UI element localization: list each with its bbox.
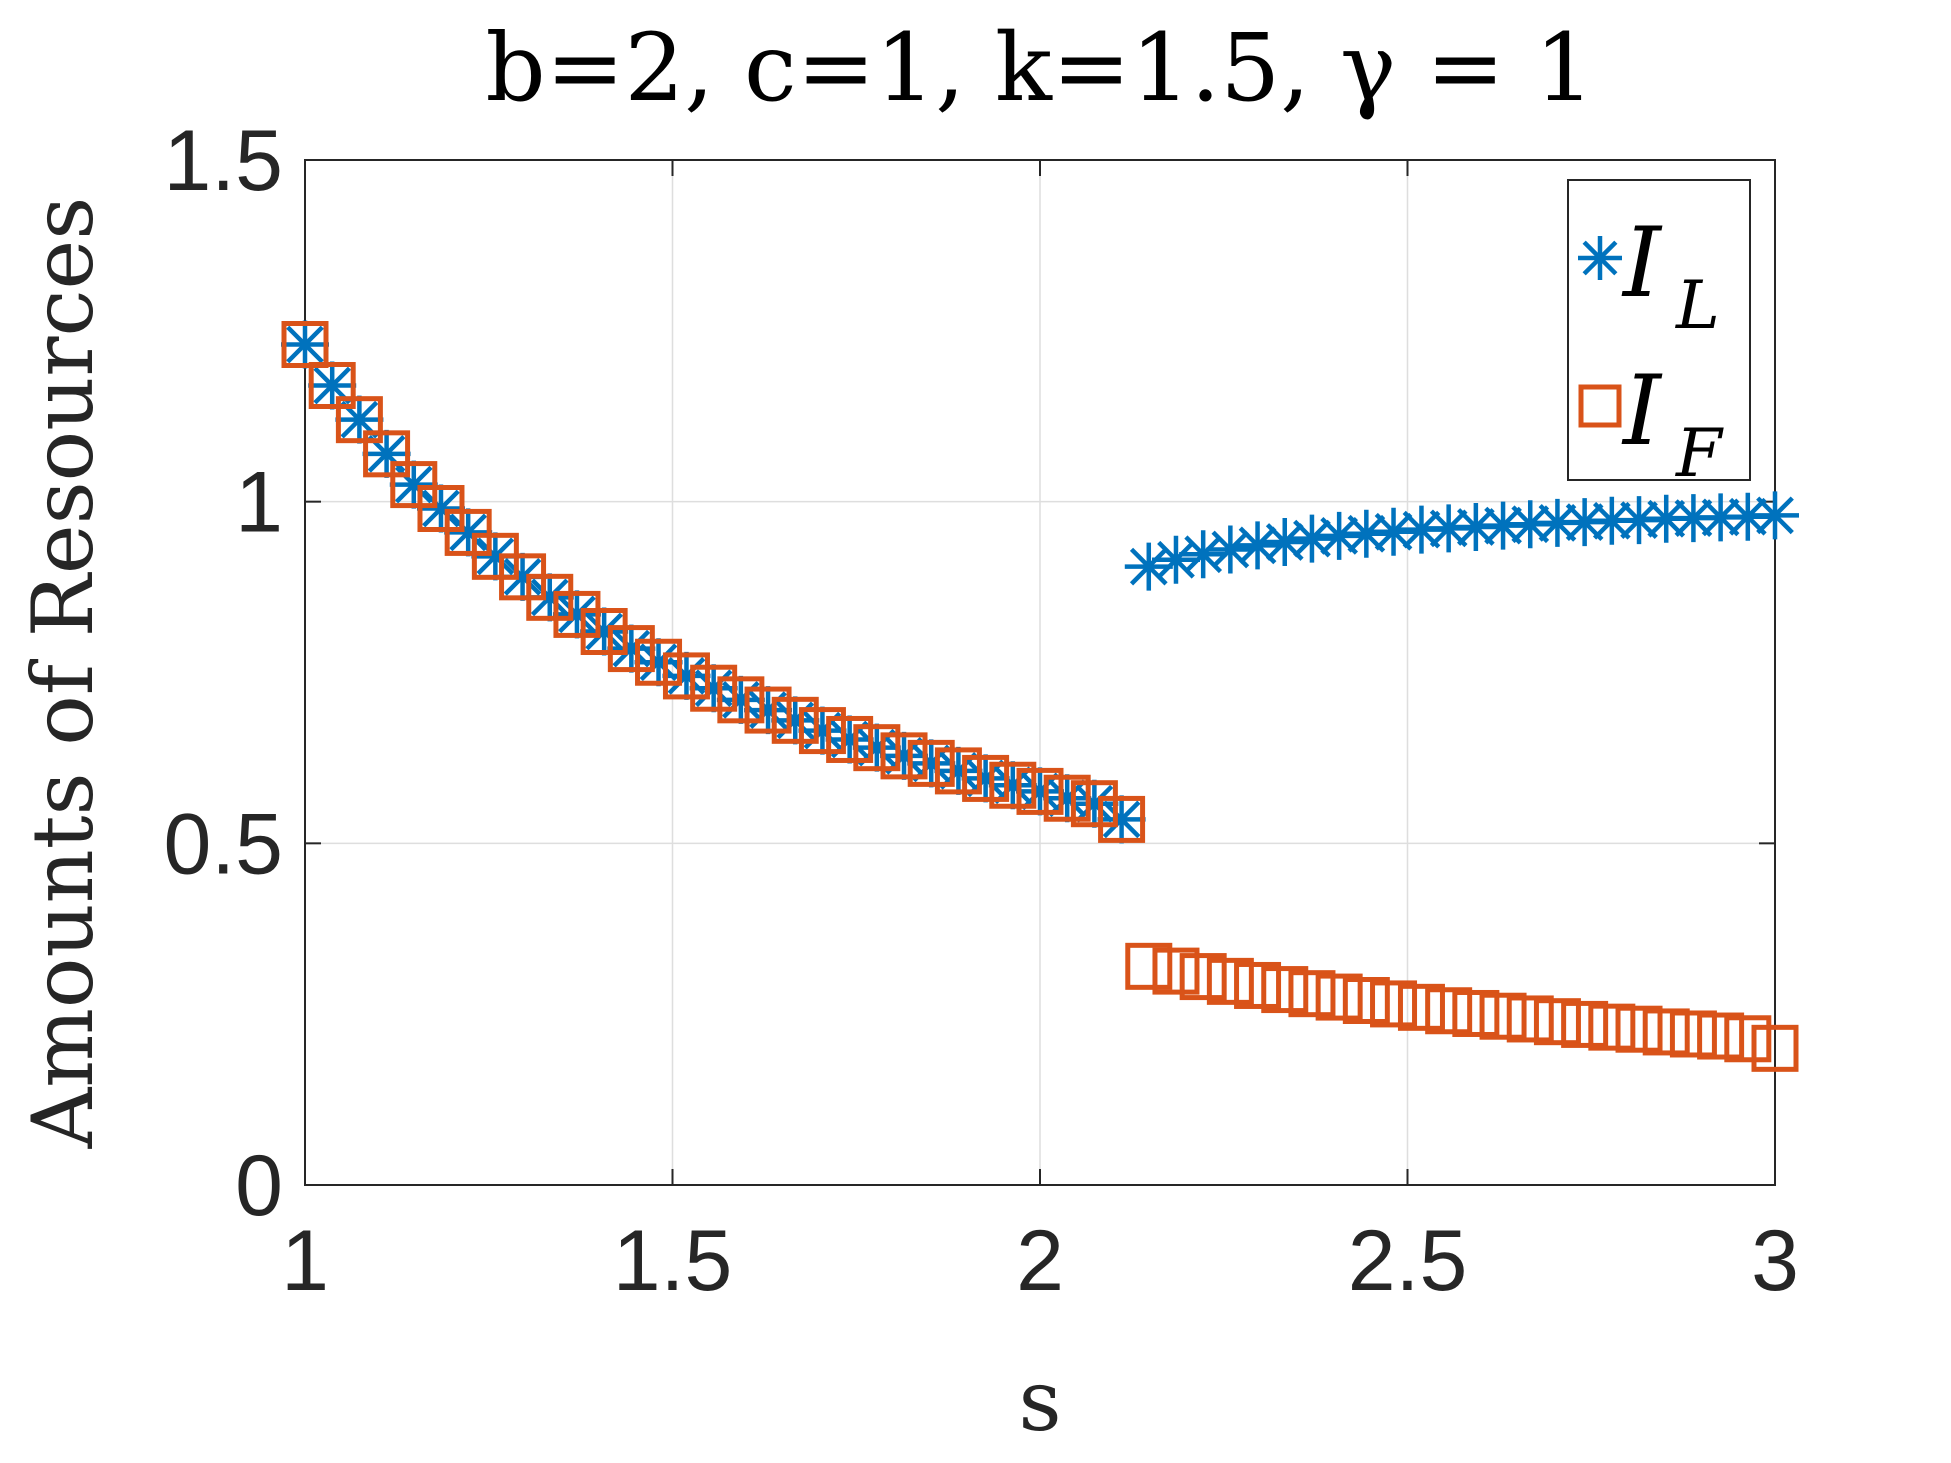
data-point-asterisk	[389, 460, 438, 509]
data-point-square	[690, 664, 738, 712]
y-axis-label: Amounts of Resources	[14, 197, 112, 1150]
data-point-square	[1425, 987, 1473, 1035]
legend-square-icon	[1578, 384, 1622, 428]
data-point-square	[308, 362, 356, 409]
data-point-square	[1152, 947, 1200, 995]
data-point-asterisk	[281, 320, 329, 369]
data-point-square	[853, 724, 901, 772]
data-point-square	[771, 696, 819, 744]
data-point-asterisk	[552, 590, 601, 639]
data-point-square	[1342, 977, 1390, 1024]
data-point-square	[1561, 1000, 1609, 1048]
data-point-asterisk	[988, 761, 1037, 810]
data-point-square	[281, 321, 329, 368]
data-point-square	[444, 508, 492, 556]
data-point-square	[1234, 961, 1282, 1009]
data-point-square	[1669, 1010, 1717, 1058]
x-tick-label: 3	[1751, 1213, 1799, 1309]
x-tick-label: 2.5	[1348, 1213, 1468, 1309]
data-point-square	[1506, 995, 1554, 1043]
data-point-asterisk	[1124, 542, 1173, 591]
legend-label: I	[1621, 207, 1663, 319]
data-point-square	[1724, 1015, 1772, 1063]
data-point-square	[417, 485, 465, 532]
data-point-square	[526, 573, 574, 621]
data-point-square	[907, 739, 955, 787]
data-marks	[281, 320, 1799, 1072]
data-point-square	[1261, 966, 1309, 1014]
axis-ticks: 1 1.5 2 2.5 3 0 0.5 1 1.5	[163, 113, 1798, 1309]
data-point-square	[934, 747, 982, 795]
data-point-square	[744, 686, 792, 734]
data-point-square	[1479, 992, 1527, 1040]
data-point-asterisk	[580, 607, 629, 656]
data-point-asterisk	[1070, 779, 1119, 828]
legend-label-subscript: L	[1675, 267, 1720, 344]
data-point-square	[1397, 983, 1445, 1031]
legend: I LI F	[1567, 179, 1751, 492]
data-point-asterisk	[1287, 514, 1336, 563]
data-point-square	[1315, 973, 1363, 1021]
data-point-square	[363, 430, 411, 478]
series-I_F	[281, 321, 1799, 1072]
data-point-asterisk	[308, 361, 357, 410]
legend-box	[1567, 179, 1751, 481]
data-point-asterisk	[1751, 491, 1799, 540]
data-point-square	[1179, 953, 1227, 1001]
data-point-asterisk	[1179, 530, 1228, 579]
legend-asterisk-icon	[1578, 236, 1622, 280]
data-point-square	[798, 707, 846, 755]
data-point-square	[1098, 795, 1146, 843]
data-point-square	[1452, 989, 1500, 1037]
x-tick-label: 1	[281, 1213, 329, 1309]
data-point-square	[1016, 767, 1064, 815]
data-point-square	[1642, 1008, 1690, 1056]
data-point-square	[1370, 980, 1418, 1028]
data-point-square	[662, 652, 710, 700]
data-point-asterisk	[1097, 795, 1146, 844]
y-tick-label: 1.5	[163, 113, 283, 209]
y-tick-label: 1	[235, 455, 283, 551]
data-point-square	[607, 625, 655, 673]
data-point-asterisk	[362, 429, 411, 478]
data-point-square	[1125, 942, 1173, 990]
data-point-square	[1043, 774, 1091, 822]
data-point-asterisk	[335, 395, 384, 444]
data-point-square	[1206, 957, 1254, 1005]
data-point-square	[390, 461, 438, 509]
data-point-square	[1751, 1024, 1799, 1072]
data-point-square	[880, 732, 928, 780]
data-point-square	[717, 676, 765, 724]
x-tick-label: 2	[1016, 1213, 1064, 1309]
data-point-square	[962, 754, 1010, 802]
data-point-asterisk	[416, 484, 465, 533]
y-tick-label: 0.5	[163, 796, 283, 892]
data-point-square	[1697, 1012, 1745, 1060]
series-I_L	[281, 320, 1799, 844]
data-point-asterisk	[444, 508, 493, 557]
data-point-square	[553, 590, 601, 638]
data-point-square	[1288, 970, 1336, 1018]
data-point-square	[580, 608, 628, 655]
data-point-square	[1533, 998, 1581, 1046]
data-point-square	[635, 638, 683, 686]
chart-title: b=2, c=1, k=1.5, γ = 1	[486, 14, 1595, 123]
data-point-square	[1070, 780, 1118, 828]
legend-label: I	[1621, 355, 1663, 467]
x-tick-label: 1.5	[613, 1213, 733, 1309]
data-point-square	[335, 396, 383, 444]
legend-label-subscript: F	[1675, 415, 1724, 492]
data-point-asterisk	[1669, 494, 1718, 543]
data-point-square	[1615, 1005, 1663, 1053]
data-point-asterisk	[607, 624, 656, 673]
x-axis-label: s	[1018, 1352, 1061, 1450]
data-point-square	[1588, 1003, 1636, 1051]
data-point-square	[826, 715, 874, 763]
data-point-square	[989, 761, 1037, 809]
y-tick-label: 0	[235, 1138, 283, 1234]
